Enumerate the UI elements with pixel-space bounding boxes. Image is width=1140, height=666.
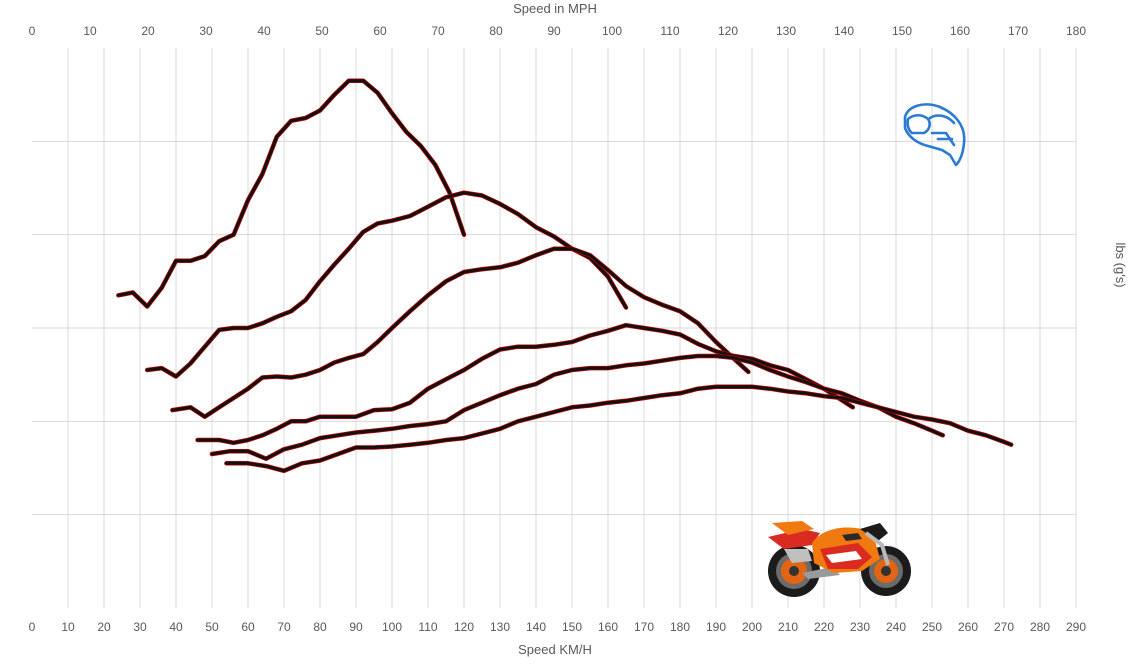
top-tick-label: 170 [1008,24,1028,38]
series-layer [116,78,1014,474]
helmet-icon [903,103,966,167]
bottom-tick-label: 120 [454,620,474,634]
bottom-tick-label: 230 [850,620,870,634]
top-tick-label: 140 [834,24,854,38]
series-4-shadow [195,322,856,446]
top-tick-label: 20 [141,24,155,38]
bottom-axis-ticks: 0 10 20 30 40 50 60 70 80 90 100 110 120 130 140 150 160… [29,620,1087,634]
top-tick-label: 50 [315,24,329,38]
bottom-tick-label: 90 [349,620,363,634]
series-4-line [196,323,855,445]
grid-layer [32,48,1077,608]
bottom-tick-label: 0 [29,620,36,634]
bottom-tick-label: 220 [814,620,834,634]
top-tick-label: 110 [660,24,679,38]
top-tick-label: 30 [199,24,213,38]
bottom-tick-label: 270 [994,620,1014,634]
top-tick-label: 60 [373,24,387,38]
bottom-tick-label: 20 [97,620,111,634]
bottom-axis-title: Speed KM/H [518,642,592,657]
bottom-tick-label: 140 [526,620,546,634]
series-6-shadow [224,384,1014,474]
bottom-tick-label: 70 [277,620,291,634]
bottom-tick-label: 200 [742,620,762,634]
bottom-tick-label: 110 [418,620,437,634]
top-tick-label: 90 [547,24,561,38]
top-tick-label: 160 [950,24,970,38]
bottom-tick-label: 40 [169,620,183,634]
top-tick-label: 10 [83,24,97,38]
series-5-line [210,354,945,461]
series-1-line [116,79,466,308]
series-6-line [224,385,1013,473]
bottom-tick-label: 180 [670,620,690,634]
right-axis-title: lbs (g's) [1113,242,1128,287]
bottom-tick-label: 160 [598,620,618,634]
bottom-tick-label: 50 [205,620,219,634]
bottom-tick-label: 60 [241,620,255,634]
bottom-tick-label: 240 [886,620,906,634]
series-2-line [145,191,628,378]
bottom-tick-label: 30 [133,620,147,634]
bottom-tick-label: 130 [490,620,510,634]
bottom-tick-label: 170 [634,620,654,634]
top-tick-label: 100 [602,24,622,38]
top-tick-label: 180 [1066,24,1086,38]
top-tick-label: 120 [718,24,738,38]
bottom-tick-label: 280 [1030,620,1050,634]
top-tick-label: 70 [431,24,445,38]
bottom-tick-label: 250 [922,620,942,634]
top-tick-label: 130 [776,24,796,38]
top-tick-label: 150 [892,24,912,38]
bottom-tick-label: 150 [562,620,582,634]
top-axis-title: Speed in MPH [513,1,597,16]
top-tick-label: 40 [257,24,271,38]
top-tick-label: 0 [29,24,36,38]
bottom-tick-label: 210 [778,620,798,634]
top-axis-ticks: 0 10 20 30 40 50 60 70 80 90 100 110 120 130 140 150 160… [29,24,1087,38]
bottom-tick-label: 290 [1066,620,1086,634]
series-3-line [170,247,750,419]
bottom-tick-label: 260 [958,620,978,634]
bottom-tick-label: 190 [706,620,726,634]
bottom-tick-label: 80 [313,620,327,634]
bottom-tick-label: 100 [382,620,402,634]
bottom-tick-label: 10 [61,620,75,634]
motorcycle-image [768,521,911,597]
top-tick-label: 80 [489,24,503,38]
